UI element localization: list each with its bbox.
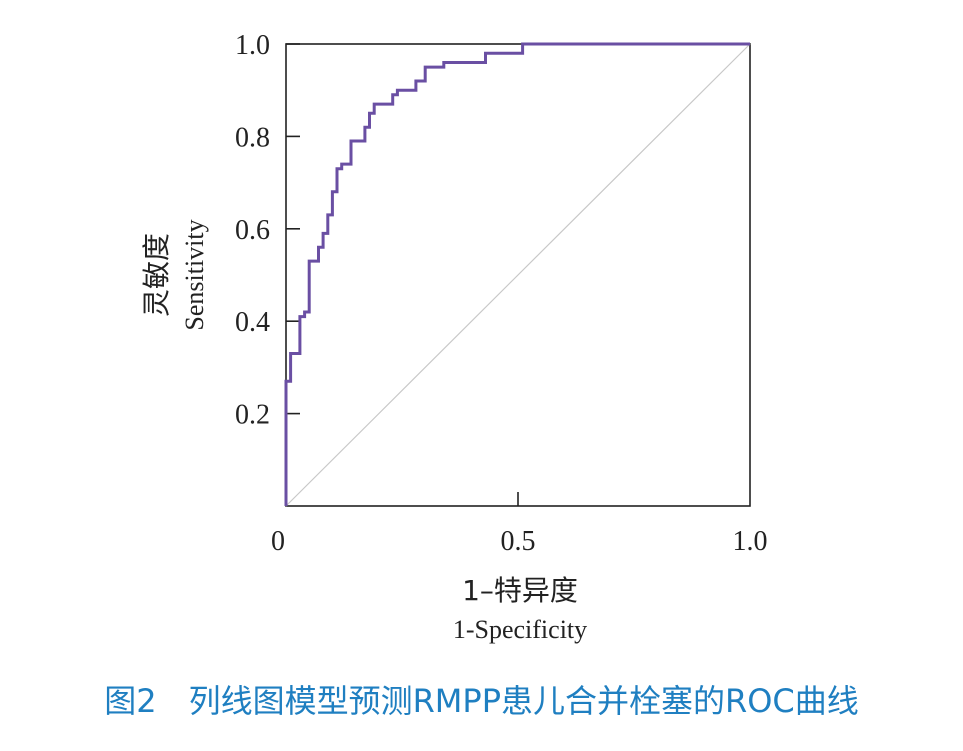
y-tick-label: 0.4: [235, 307, 270, 338]
y-axis-label-en: Sensitivity: [180, 219, 209, 330]
tick-labels: 0.2 0.4 0.6 0.8 1.0 0 0.5 1.0: [235, 30, 768, 557]
y-tick-label: 0.8: [235, 122, 270, 153]
reference-diagonal: [285, 43, 751, 507]
y-tick-label: 0.6: [235, 215, 270, 246]
roc-chart: 0.2 0.4 0.6 0.8 1.0 0 0.5 1.0 1–特异度 1-Specifici…: [140, 30, 768, 644]
y-tick-label: 0.2: [235, 400, 270, 431]
x-tick-label: 1.0: [733, 526, 768, 557]
figure-caption: 图2 列线图模型预测RMPP患儿合并栓塞的ROC曲线: [104, 682, 859, 720]
x-tick-label: 0: [271, 526, 285, 557]
x-axis-label: 1–特异度: [462, 574, 578, 607]
y-axis-label: 灵敏度: [140, 233, 173, 317]
x-tick-label: 0.5: [501, 526, 536, 557]
roc-curve: [284, 42, 750, 506]
y-tick-label: 1.0: [235, 30, 270, 61]
axis-ticks: [286, 43, 519, 506]
x-axis-label-en: 1-Specificity: [453, 615, 587, 644]
